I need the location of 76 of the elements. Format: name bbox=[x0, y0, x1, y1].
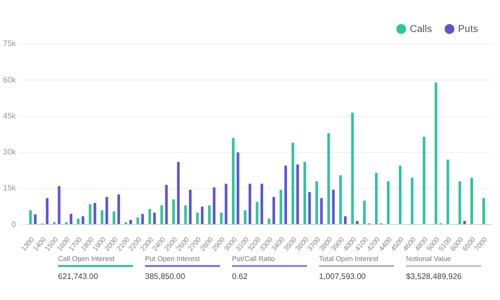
bar bbox=[177, 162, 180, 224]
bar bbox=[220, 212, 223, 224]
bar bbox=[398, 166, 402, 224]
bar bbox=[82, 216, 84, 224]
bar bbox=[284, 166, 287, 224]
bar bbox=[332, 190, 335, 224]
bar bbox=[434, 82, 438, 224]
bar bbox=[188, 190, 192, 224]
bar bbox=[58, 186, 60, 224]
text: 385,850.00 bbox=[145, 272, 186, 281]
bar bbox=[46, 198, 48, 224]
y-tick-label: 15k bbox=[2, 184, 17, 193]
bar bbox=[29, 210, 32, 224]
bar bbox=[160, 205, 163, 224]
bar bbox=[34, 214, 37, 224]
bar bbox=[200, 206, 204, 224]
bar bbox=[458, 181, 462, 224]
legend-label: Puts bbox=[458, 24, 478, 35]
bar bbox=[356, 221, 359, 224]
bar bbox=[375, 172, 378, 224]
bar bbox=[272, 196, 276, 224]
y-tick-label: 60k bbox=[2, 75, 17, 84]
bar bbox=[88, 204, 92, 224]
bar bbox=[76, 218, 80, 224]
bar bbox=[148, 209, 152, 224]
bar bbox=[70, 214, 72, 224]
y-tick-label: 30k bbox=[2, 148, 17, 157]
bar bbox=[208, 205, 211, 224]
bar bbox=[303, 162, 306, 224]
bar bbox=[315, 181, 318, 224]
bar bbox=[470, 178, 474, 224]
bar bbox=[141, 214, 144, 224]
bar bbox=[260, 184, 264, 224]
bar bbox=[136, 217, 140, 224]
bar bbox=[172, 199, 175, 224]
bar bbox=[232, 138, 235, 224]
text: 1,007,593.00 bbox=[319, 272, 367, 281]
bar bbox=[268, 218, 270, 224]
bar bbox=[256, 202, 258, 224]
y-tick-label: 45k bbox=[2, 111, 17, 120]
bar bbox=[280, 190, 282, 224]
bar bbox=[410, 178, 414, 224]
text: $3,528,489,926 bbox=[406, 272, 463, 281]
bar bbox=[100, 210, 104, 224]
bar bbox=[94, 202, 96, 224]
bar bbox=[184, 205, 187, 224]
bar bbox=[320, 198, 323, 224]
bar bbox=[296, 164, 299, 224]
bar bbox=[117, 194, 120, 224]
bar bbox=[446, 160, 450, 224]
bar bbox=[248, 184, 252, 224]
bar bbox=[482, 198, 485, 224]
bar bbox=[463, 221, 466, 224]
text: 0.62 bbox=[232, 272, 249, 281]
text: 621,743.00 bbox=[58, 272, 100, 281]
bar bbox=[308, 192, 311, 224]
y-tick-label: 75k bbox=[2, 39, 17, 48]
bar bbox=[165, 184, 168, 224]
y-tick-label: 0 bbox=[11, 220, 16, 229]
bar bbox=[196, 212, 199, 224]
bar bbox=[339, 175, 342, 224]
bar bbox=[244, 210, 246, 224]
bar bbox=[344, 216, 347, 224]
bar bbox=[363, 200, 366, 224]
bar bbox=[236, 152, 240, 224]
bar bbox=[351, 112, 354, 224]
bar bbox=[327, 133, 330, 224]
bar bbox=[212, 187, 216, 224]
bar bbox=[105, 196, 108, 224]
bar bbox=[112, 211, 116, 224]
legend-label: Calls bbox=[410, 24, 432, 35]
bar bbox=[224, 184, 228, 224]
bar bbox=[422, 136, 426, 224]
bar bbox=[386, 181, 390, 224]
bar bbox=[292, 142, 294, 224]
bar bbox=[153, 212, 156, 224]
